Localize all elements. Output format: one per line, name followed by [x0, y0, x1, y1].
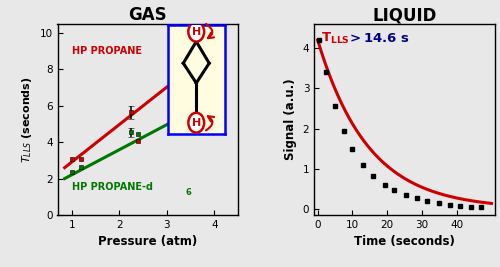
Y-axis label: $T_{LLS}$ (seconds): $T_{LLS}$ (seconds): [20, 76, 34, 163]
Circle shape: [188, 113, 204, 133]
Title: GAS: GAS: [128, 6, 167, 24]
Text: H: H: [192, 118, 201, 128]
Text: H: H: [192, 27, 201, 37]
Text: 6: 6: [185, 188, 191, 197]
Title: LIQUID: LIQUID: [372, 6, 437, 24]
Y-axis label: Signal (a.u.): Signal (a.u.): [284, 79, 297, 160]
Text: $\mathbf{T_{LLS}}$: $\mathbf{T_{LLS}}$: [321, 30, 350, 46]
Text: HP PROPANE-d: HP PROPANE-d: [72, 182, 153, 193]
Text: HP PROPANE: HP PROPANE: [72, 46, 142, 56]
X-axis label: Pressure (atm): Pressure (atm): [98, 235, 198, 248]
X-axis label: Time (seconds): Time (seconds): [354, 235, 455, 248]
Text: $\mathbf{> 14.6\ s}$: $\mathbf{> 14.6\ s}$: [347, 32, 410, 45]
Circle shape: [188, 22, 204, 42]
